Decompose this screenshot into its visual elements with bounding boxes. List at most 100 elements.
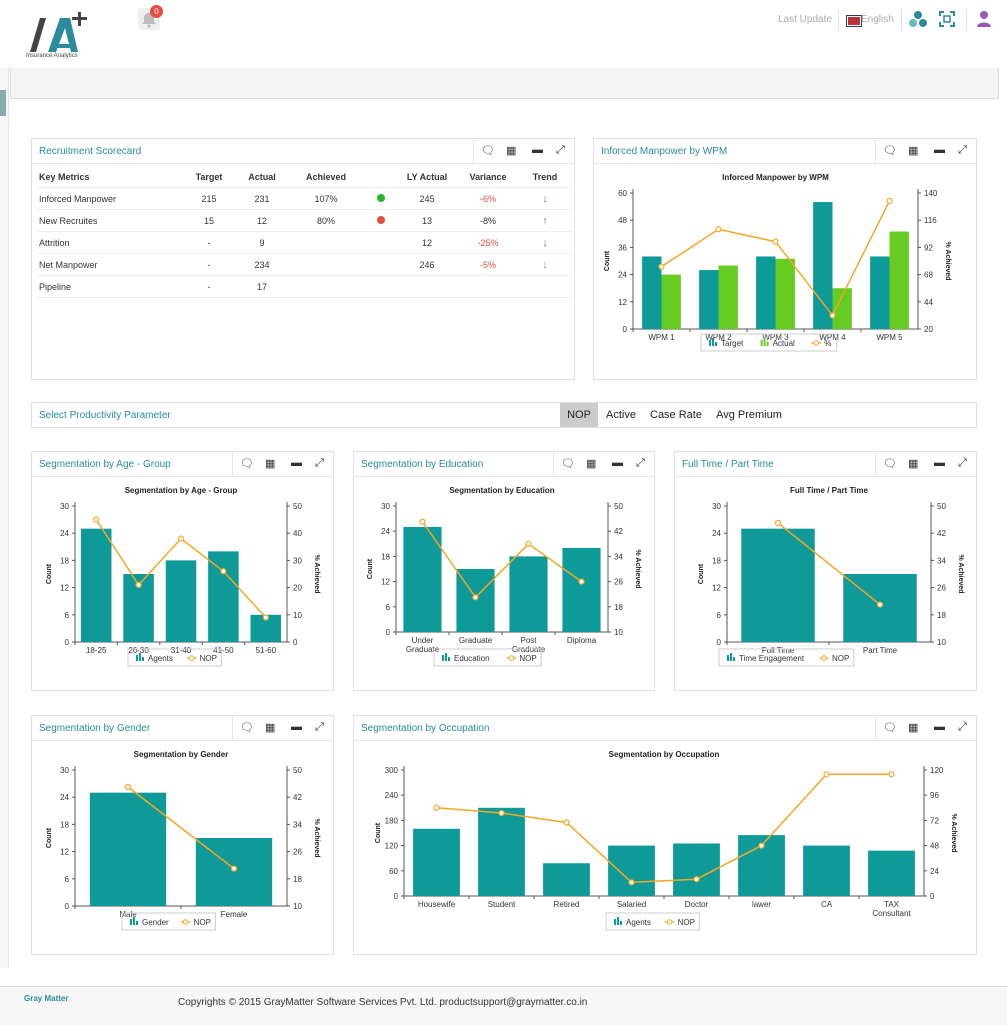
- legend-label: Target: [721, 339, 744, 348]
- dashboard-switch-icon[interactable]: [909, 10, 927, 33]
- grid-view-icon[interactable]: ▦: [908, 722, 919, 734]
- occupation-chart: Segmentation by Occupation06012018024030…: [375, 750, 957, 931]
- y-tick-label: 18: [60, 820, 69, 829]
- language-selector[interactable]: English: [861, 14, 894, 25]
- nop-line: [127, 786, 235, 870]
- y2-tick-label: 10: [293, 902, 302, 911]
- metric-cell: Net Manpower: [38, 253, 178, 276]
- user-profile-icon[interactable]: [976, 10, 992, 33]
- bar-agents: [868, 850, 915, 896]
- grid-view-icon[interactable]: ▦: [908, 145, 919, 157]
- y2-tick-label: 50: [937, 502, 946, 511]
- y-tick-label: 0: [65, 638, 70, 647]
- achieved-cell: [284, 275, 368, 298]
- comment-icon[interactable]: 🗨: [883, 722, 897, 734]
- y-axis-title: Count: [46, 563, 53, 584]
- grid-view-icon[interactable]: ▦: [586, 458, 597, 470]
- legend-bar-icon: [442, 655, 444, 661]
- expand-icon[interactable]: ⤢: [315, 721, 324, 733]
- variance-cell: -5%: [460, 253, 516, 276]
- target-cell: -: [178, 231, 240, 254]
- y-tick-label: 30: [60, 766, 69, 775]
- x-tick-label: 18-25: [86, 646, 107, 655]
- minimize-icon[interactable]: ▬: [291, 721, 302, 733]
- chart-legend: [718, 648, 855, 667]
- line-point: [93, 516, 100, 523]
- variance-cell: [460, 275, 516, 298]
- comment-icon[interactable]: 🗨: [240, 458, 254, 470]
- grid-view-icon[interactable]: ▦: [265, 722, 276, 734]
- y2-tick-label: 44: [924, 298, 933, 307]
- param-option-case-rate[interactable]: Case Rate: [650, 409, 702, 421]
- fullscreen-icon[interactable]: [939, 11, 955, 32]
- y-axis-title: Count: [367, 558, 374, 579]
- expand-icon[interactable]: ⤢: [958, 721, 967, 733]
- graymatter-logo: Gray Matter: [24, 994, 69, 1003]
- bar-agents: [80, 528, 112, 642]
- nop-line: [777, 522, 881, 606]
- y2-tick-label: 0: [930, 892, 935, 901]
- param-option-avg-premium[interactable]: Avg Premium: [716, 409, 782, 421]
- legend-label: Actual: [773, 339, 795, 348]
- nop-line: [421, 521, 582, 599]
- grid-view-icon[interactable]: ▦: [265, 458, 276, 470]
- minimize-icon[interactable]: ▬: [532, 144, 543, 156]
- param-option-active[interactable]: Active: [606, 409, 636, 421]
- minimize-icon[interactable]: ▬: [934, 457, 945, 469]
- line-point: [472, 594, 479, 601]
- comment-icon[interactable]: 🗨: [561, 458, 575, 470]
- y-tick-label: 12: [712, 584, 721, 593]
- grid-view-icon[interactable]: ▦: [908, 458, 919, 470]
- sidebar-toggle-handle[interactable]: [0, 90, 6, 116]
- minimize-icon[interactable]: ▬: [934, 144, 945, 156]
- app-logo[interactable]: [26, 6, 96, 62]
- y2-tick-label: 10: [614, 628, 623, 637]
- target-cell: 15: [178, 209, 240, 232]
- y-tick-label: 0: [623, 325, 628, 334]
- expand-icon[interactable]: ⤢: [315, 457, 324, 469]
- comment-icon[interactable]: 🗨: [883, 458, 897, 470]
- variance-cell: -6%: [460, 187, 516, 210]
- legend-line-icon: [182, 919, 189, 925]
- y-tick-label: 6: [386, 603, 391, 612]
- column-header: Variance: [460, 167, 516, 188]
- y2-tick-label: 50: [293, 766, 302, 775]
- comment-icon[interactable]: 🗨: [883, 145, 897, 157]
- expand-icon[interactable]: ⤢: [636, 457, 645, 469]
- expand-icon[interactable]: ⤢: [958, 457, 967, 469]
- panel-title: Segmentation by Education: [361, 459, 484, 470]
- y-tick-label: 12: [618, 298, 627, 307]
- y-tick-label: 180: [385, 816, 399, 825]
- sub-toolbar: [10, 68, 999, 99]
- minimize-icon[interactable]: ▬: [612, 457, 623, 469]
- expand-icon[interactable]: ⤢: [556, 144, 565, 156]
- page-footer: [0, 986, 1007, 1025]
- bar-agents: [608, 845, 655, 896]
- expand-icon[interactable]: ⤢: [958, 144, 967, 156]
- minimize-icon[interactable]: ▬: [934, 721, 945, 733]
- grid-view-icon[interactable]: ▦: [506, 145, 517, 157]
- panel-tools: 🗨 ▦ ▬ ⤢: [553, 452, 654, 476]
- param-option-nop[interactable]: NOP: [560, 403, 598, 427]
- comment-icon[interactable]: 🗨: [481, 145, 495, 157]
- chart-legend: [605, 912, 700, 931]
- bar-gender: [89, 792, 167, 906]
- comment-icon[interactable]: 🗨: [240, 722, 254, 734]
- legend-label: Time Engagement: [739, 654, 805, 663]
- y2-tick-label: 40: [293, 529, 302, 538]
- legend-label: NOP: [200, 654, 217, 663]
- legend-line-icon: [821, 655, 827, 661]
- last-update-link[interactable]: Last Update: [778, 14, 832, 25]
- y2-tick-label: 10: [937, 638, 946, 647]
- panel-title: Recruitment Scorecard: [39, 146, 142, 157]
- legend-bar-icon: [130, 919, 132, 925]
- column-header: Key Metrics: [38, 167, 178, 188]
- line-point: [658, 263, 665, 270]
- achieved-cell: 80%: [284, 209, 368, 232]
- y-tick-label: 24: [381, 527, 390, 536]
- line-point: [578, 578, 585, 585]
- minimize-icon[interactable]: ▬: [291, 457, 302, 469]
- scorecard-table: Key Metrics Target Actual Achieved LY Ac…: [38, 167, 574, 298]
- line-point: [498, 809, 505, 817]
- ly-actual-cell: 13: [394, 209, 460, 232]
